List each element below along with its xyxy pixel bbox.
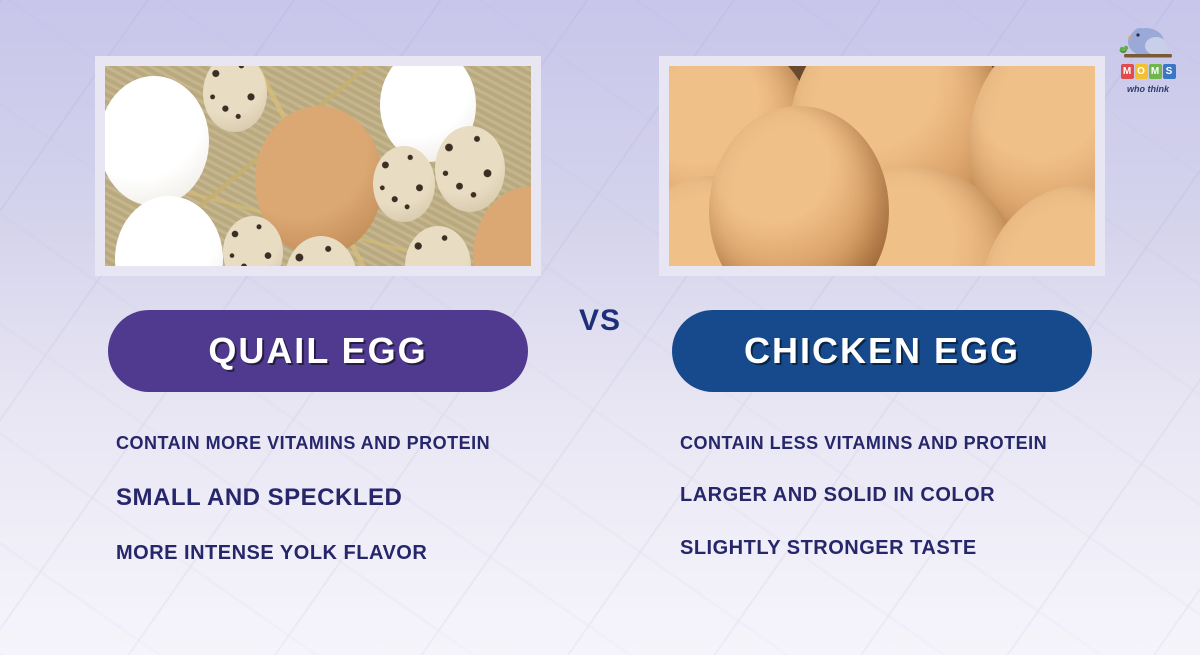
chicken-title: CHICKEN EGG <box>744 330 1020 372</box>
quail-bullets: CONTAIN MORE VITAMINS AND PROTEIN SMALL A… <box>108 432 528 566</box>
brand-logo: MOMS who think <box>1118 18 1178 94</box>
logo-letter: O <box>1135 64 1148 79</box>
left-column: QUAIL EGG CONTAIN MORE VITAMINS AND PROT… <box>84 56 552 566</box>
comparison-grid: QUAIL EGG CONTAIN MORE VITAMINS AND PROT… <box>84 56 1116 615</box>
logo-letter: M <box>1121 64 1134 79</box>
vs-separator: VS <box>552 56 648 356</box>
quail-title-pill: QUAIL EGG <box>108 310 528 392</box>
bullet-item: MORE INTENSE YOLK FLAVOR <box>116 541 520 566</box>
chicken-bullets: CONTAIN LESS VITAMINS AND PROTEIN LARGER … <box>672 432 1092 561</box>
vs-label: VS <box>579 304 621 338</box>
bullet-item: CONTAIN MORE VITAMINS AND PROTEIN <box>116 432 520 455</box>
logo-letter: M <box>1149 64 1162 79</box>
quail-image-frame <box>95 56 541 276</box>
bullet-item: CONTAIN LESS VITAMINS AND PROTEIN <box>680 432 1084 455</box>
quail-eggs-illustration <box>105 66 531 266</box>
right-column: CHICKEN EGG CONTAIN LESS VITAMINS AND PR… <box>648 56 1116 561</box>
bullet-item: LARGER AND SOLID IN COLOR <box>680 483 1084 508</box>
quail-title: QUAIL EGG <box>208 330 427 372</box>
bullet-item: SMALL AND SPECKLED <box>116 483 520 513</box>
bullet-item: SLIGHTLY STRONGER TASTE <box>680 536 1084 561</box>
logo-bird-icon <box>1118 18 1178 60</box>
chicken-image-frame <box>659 56 1105 276</box>
logo-letter: S <box>1163 64 1176 79</box>
logo-subtitle: who think <box>1127 84 1169 94</box>
chicken-eggs-illustration <box>669 66 1095 266</box>
chicken-title-pill: CHICKEN EGG <box>672 310 1092 392</box>
logo-letters: MOMS <box>1121 64 1176 79</box>
